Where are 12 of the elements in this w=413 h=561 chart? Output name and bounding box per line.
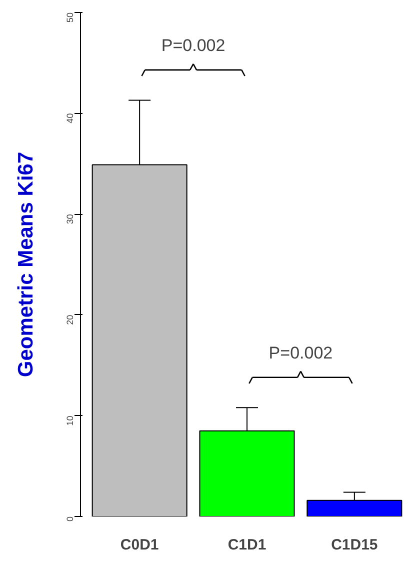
y-axis-title: Geometric Means Ki67 [14,152,38,378]
x-tick-label: C0D1 [120,536,159,554]
x-tick-label: C1D15 [331,536,378,554]
annotation: P=0.002 [268,343,333,362]
y-tick-label: 30 [65,214,75,224]
annotation: P=0.002 [161,36,226,55]
y-tick-label: 0 [65,516,75,522]
y-tick-label: 20 [65,314,75,325]
y-tick-label: 10 [65,416,75,426]
y-tick-label: 50 [65,12,75,23]
y-tick-label: 40 [65,113,75,124]
x-tick-label: C1D1 [228,536,266,554]
